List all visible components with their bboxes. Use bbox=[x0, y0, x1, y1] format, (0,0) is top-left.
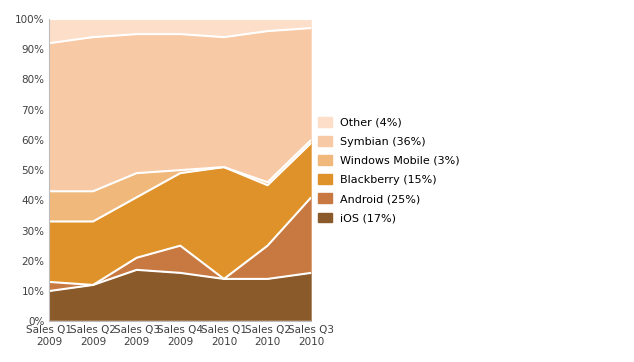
Legend: Other (4%), Symbian (36%), Windows Mobile (3%), Blackberry (15%), Android (25%),: Other (4%), Symbian (36%), Windows Mobil… bbox=[314, 113, 465, 228]
